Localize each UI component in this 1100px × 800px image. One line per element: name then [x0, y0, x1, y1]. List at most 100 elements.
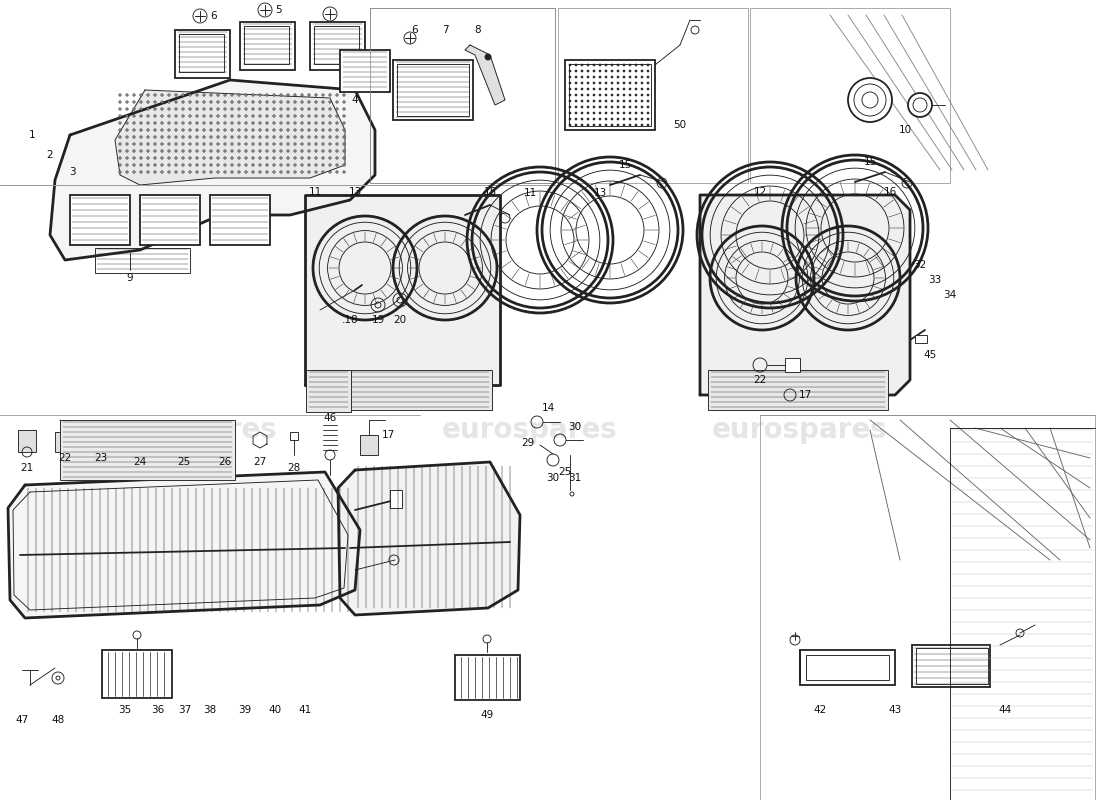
Circle shape [617, 94, 619, 96]
Circle shape [210, 108, 212, 110]
Circle shape [587, 112, 588, 114]
Circle shape [202, 150, 206, 152]
Circle shape [266, 170, 268, 174]
Circle shape [605, 124, 607, 126]
Circle shape [322, 142, 324, 146]
Circle shape [581, 64, 583, 66]
Circle shape [315, 114, 317, 118]
Circle shape [161, 157, 163, 159]
Circle shape [146, 101, 150, 103]
Circle shape [623, 82, 625, 84]
Circle shape [182, 164, 184, 166]
Text: 25: 25 [177, 457, 190, 467]
Circle shape [266, 129, 268, 131]
Text: 29: 29 [521, 438, 535, 448]
Circle shape [600, 76, 601, 78]
Circle shape [617, 124, 619, 126]
Circle shape [300, 157, 304, 159]
Circle shape [146, 129, 150, 131]
Circle shape [629, 100, 631, 102]
Circle shape [575, 88, 578, 90]
Circle shape [154, 94, 156, 96]
Circle shape [258, 122, 261, 124]
Text: 7: 7 [442, 25, 449, 35]
Circle shape [575, 100, 578, 102]
Text: 1: 1 [29, 130, 35, 140]
Circle shape [569, 112, 571, 114]
Circle shape [635, 88, 637, 90]
Bar [179, 34, 224, 72]
Circle shape [266, 94, 268, 96]
Circle shape [617, 112, 619, 114]
Circle shape [623, 124, 625, 126]
Circle shape [279, 122, 283, 124]
Circle shape [273, 94, 275, 96]
Circle shape [308, 122, 310, 124]
Circle shape [593, 100, 595, 102]
Circle shape [168, 129, 170, 131]
Text: 15: 15 [618, 160, 631, 170]
Circle shape [279, 170, 283, 174]
Circle shape [575, 106, 578, 108]
Circle shape [641, 70, 644, 72]
Circle shape [146, 94, 150, 96]
Bar [393, 60, 473, 120]
Circle shape [617, 106, 619, 108]
Circle shape [641, 106, 644, 108]
Circle shape [610, 124, 613, 126]
Polygon shape [465, 45, 505, 105]
Text: 37: 37 [178, 705, 191, 715]
Circle shape [300, 108, 304, 110]
Circle shape [189, 108, 191, 110]
Circle shape [168, 108, 170, 110]
Circle shape [223, 129, 227, 131]
Circle shape [610, 88, 613, 90]
Circle shape [223, 114, 227, 118]
Bar [912, 645, 990, 687]
Circle shape [617, 82, 619, 84]
Circle shape [273, 142, 275, 146]
Circle shape [287, 150, 289, 152]
Circle shape [175, 150, 177, 152]
Circle shape [196, 94, 198, 96]
Circle shape [300, 114, 304, 118]
Circle shape [196, 129, 198, 131]
Circle shape [279, 164, 283, 166]
Circle shape [587, 124, 588, 126]
Circle shape [245, 94, 248, 96]
Bar [390, 490, 402, 508]
Circle shape [315, 136, 317, 138]
Circle shape [175, 142, 177, 146]
Circle shape [189, 164, 191, 166]
Circle shape [146, 136, 150, 138]
Circle shape [300, 164, 304, 166]
Bar [314, 26, 359, 64]
Circle shape [587, 118, 588, 120]
Circle shape [238, 164, 240, 166]
Polygon shape [305, 195, 500, 385]
Circle shape [623, 100, 625, 102]
Circle shape [575, 94, 578, 96]
Bar [240, 22, 295, 70]
Circle shape [202, 136, 206, 138]
Circle shape [322, 94, 324, 96]
Circle shape [593, 118, 595, 120]
Circle shape [252, 157, 254, 159]
Circle shape [617, 100, 619, 102]
Bar [92, 434, 110, 452]
Text: 38: 38 [204, 705, 217, 715]
Text: 27: 27 [253, 457, 266, 467]
Circle shape [273, 108, 275, 110]
Bar [569, 64, 651, 126]
Bar [95, 248, 190, 273]
Circle shape [308, 101, 310, 103]
Circle shape [182, 94, 184, 96]
Circle shape [133, 170, 135, 174]
Circle shape [202, 101, 206, 103]
Circle shape [245, 150, 248, 152]
Circle shape [140, 108, 142, 110]
Circle shape [168, 170, 170, 174]
Circle shape [266, 150, 268, 152]
Circle shape [300, 142, 304, 146]
Circle shape [343, 157, 345, 159]
